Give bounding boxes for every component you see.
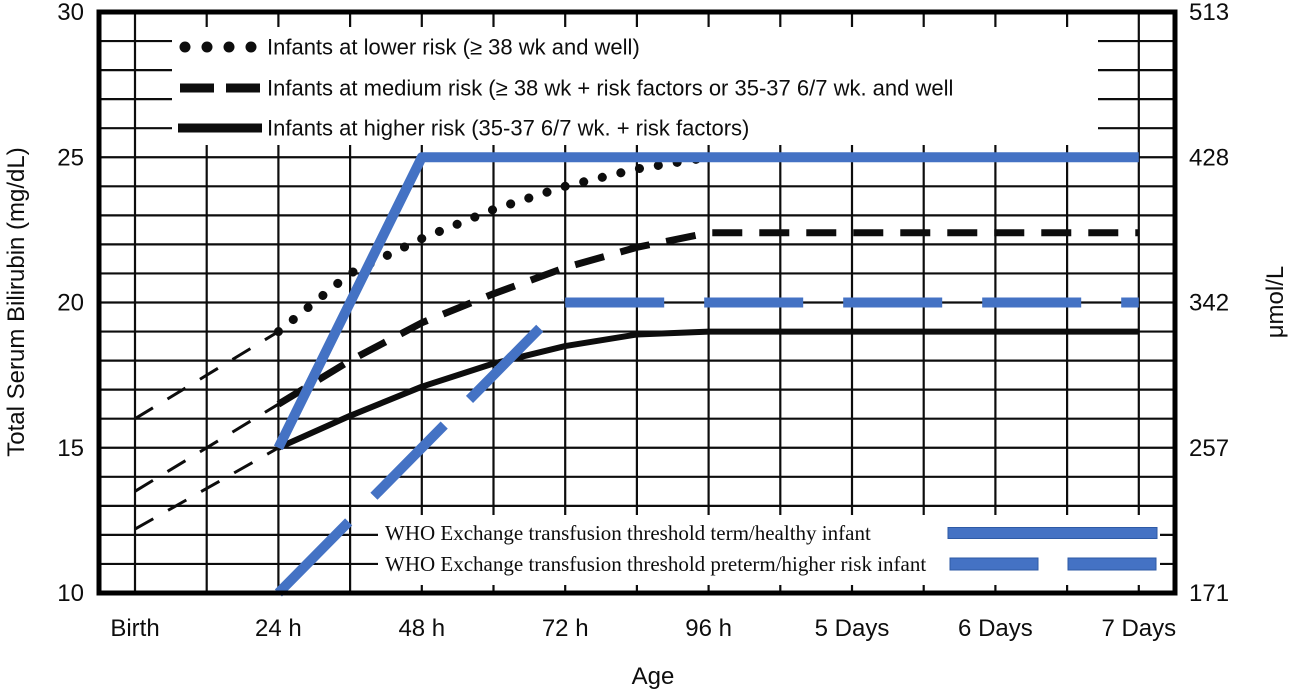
x-tick-label: 72 h (542, 615, 589, 642)
x-tick-label: Birth (110, 615, 159, 642)
series-infants-medium-risk (276, 229, 1139, 408)
x-tick-label: 6 Days (958, 615, 1033, 642)
legend-label: Infants at lower risk (≥ 38 wk and well) (267, 35, 640, 60)
y-right-tick-label: 513 (1189, 0, 1229, 26)
who-legend: WHO Exchange transfusion threshold term/… (385, 521, 1158, 576)
series-medium-risk-extrapolation (134, 402, 280, 493)
legend-backdrop (172, 27, 1098, 145)
legend-label: Infants at higher risk (35-37 6/7 wk. + … (267, 116, 749, 141)
y-right-tick-label: 171 (1189, 580, 1229, 607)
who-legend-dashed-marker (949, 557, 1039, 571)
x-tick-label: 7 Days (1101, 615, 1176, 642)
y-left-tick-label: 20 (57, 290, 84, 317)
who-legend-solid-marker (947, 527, 1158, 539)
who-legend-label: WHO Exchange transfusion threshold term/… (385, 521, 871, 545)
y-right-axis-title: μmol/L (1262, 266, 1289, 339)
legend-dotted-marker (179, 41, 191, 53)
legend-dotted-marker (223, 41, 235, 53)
y-right-tick-label: 342 (1189, 290, 1229, 317)
series-group (134, 152, 1139, 597)
legend-label: Infants at medium risk (≥ 38 wk + risk f… (267, 76, 953, 101)
series-who-term-threshold (273, 152, 1139, 451)
who-legend-label: WHO Exchange transfusion threshold prete… (385, 552, 926, 576)
y-left-tick-label: 30 (57, 0, 84, 26)
legend-solid-marker (178, 123, 262, 133)
series-infants-higher-risk (277, 328, 1139, 451)
axis-labels: 30 25 20 15 10 513 428 342 257 171 Birth 24 h 48 h 72… (3, 0, 1289, 690)
series-who-preterm-threshold-rising (274, 298, 569, 597)
legend-dashed-marker (180, 83, 214, 93)
legend-dotted-marker (201, 41, 213, 53)
x-tick-label: 96 h (685, 615, 732, 642)
y-left-tick-label: 15 (57, 435, 84, 462)
x-tick-label: 24 h (255, 615, 302, 642)
series-lower-risk-extrapolation (134, 330, 280, 420)
legend-dashed-marker (226, 83, 260, 93)
series-infants-lower-risk (273, 152, 714, 337)
legend: Infants at lower risk (≥ 38 wk and well)… (178, 35, 953, 141)
y-right-tick-label: 257 (1189, 435, 1229, 462)
y-left-tick-label: 10 (57, 580, 84, 607)
x-tick-label: 5 Days (815, 615, 890, 642)
y-left-axis-title: Total Serum Bilirubin (mg/dL) (3, 147, 30, 456)
x-axis-title: Age (632, 663, 675, 690)
x-tick-label: 48 h (398, 615, 445, 642)
who-legend-dashed-marker (1067, 557, 1157, 571)
y-right-tick-label: 428 (1189, 144, 1229, 171)
series-higher-risk-extrapolation (134, 446, 280, 531)
who-legend-backdrop (378, 515, 1160, 585)
plot-frame (96, 9, 1178, 596)
legend-dotted-marker (245, 41, 257, 53)
y-left-tick-label: 25 (57, 144, 84, 171)
